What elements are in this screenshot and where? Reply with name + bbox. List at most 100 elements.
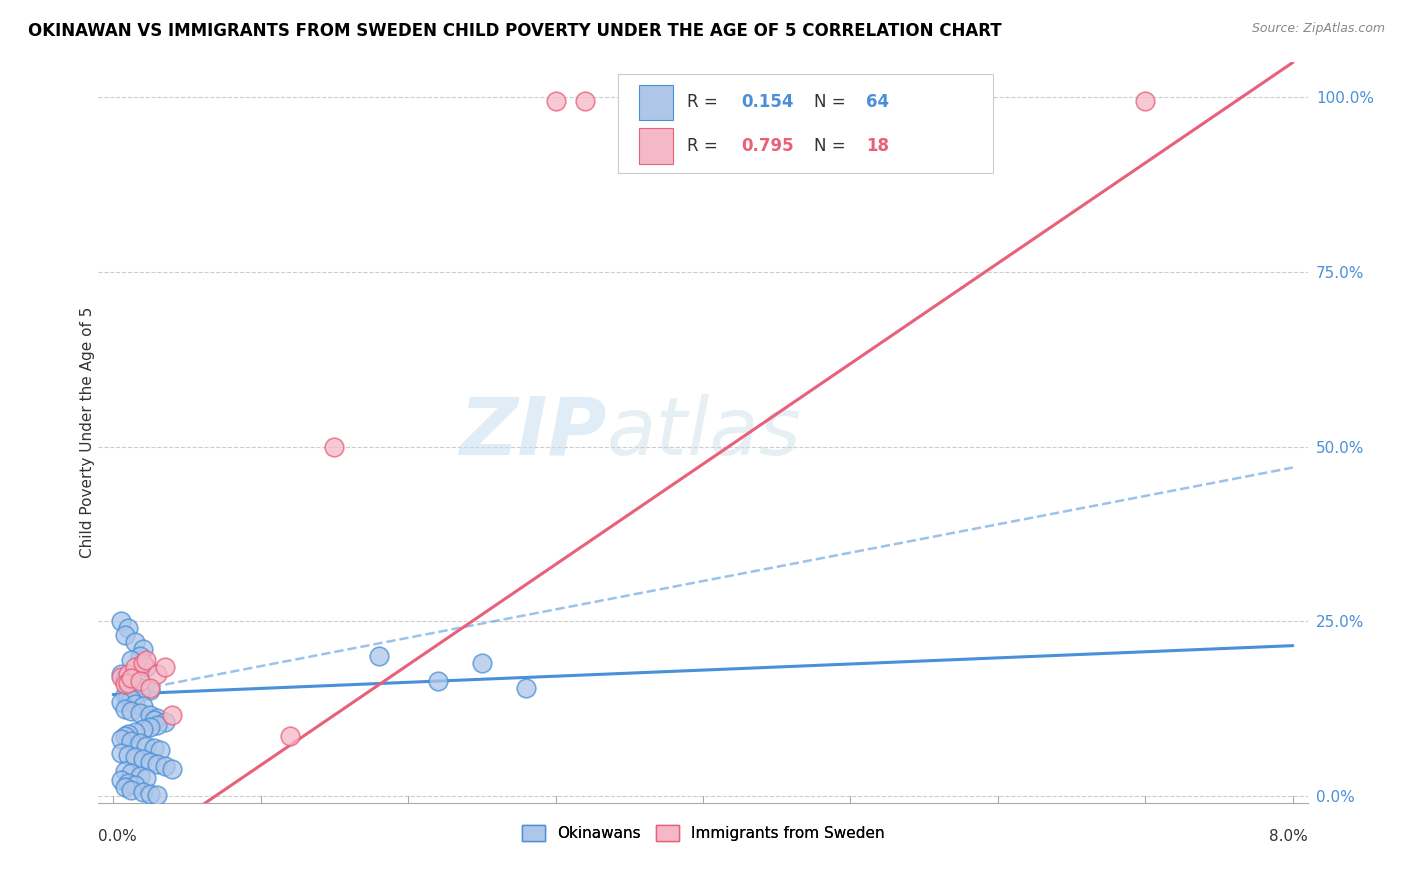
Text: Source: ZipAtlas.com: Source: ZipAtlas.com	[1251, 22, 1385, 36]
Point	[117, 666, 139, 681]
Point	[110, 746, 132, 760]
Point	[135, 659, 157, 673]
Point	[117, 621, 139, 635]
Point	[135, 652, 157, 666]
Point	[110, 773, 132, 788]
Point	[139, 720, 162, 734]
Point	[120, 734, 142, 748]
Point	[114, 730, 136, 744]
Point	[131, 642, 153, 657]
Point	[146, 788, 169, 802]
Point	[117, 727, 139, 741]
Text: 0.795: 0.795	[742, 137, 794, 155]
Point	[139, 756, 162, 770]
Text: 0.0%: 0.0%	[98, 829, 138, 844]
Point	[114, 764, 136, 779]
Text: 8.0%: 8.0%	[1268, 829, 1308, 844]
Point	[114, 628, 136, 642]
Point	[128, 769, 150, 783]
Point	[117, 675, 139, 690]
Point	[131, 681, 153, 695]
Legend: Okinawans, Immigrants from Sweden: Okinawans, Immigrants from Sweden	[516, 819, 890, 847]
Point	[471, 656, 494, 670]
Point	[110, 614, 132, 628]
Point	[135, 739, 157, 753]
Point	[114, 780, 136, 795]
Point	[110, 666, 132, 681]
Point	[160, 708, 183, 723]
Point	[117, 776, 139, 790]
FancyBboxPatch shape	[638, 85, 673, 120]
FancyBboxPatch shape	[638, 128, 673, 164]
Point	[128, 673, 150, 688]
Point	[128, 736, 150, 750]
Point	[120, 783, 142, 797]
Text: 18: 18	[866, 137, 889, 155]
Point	[128, 706, 150, 721]
Point	[120, 692, 142, 706]
Point	[131, 723, 153, 737]
Point	[139, 788, 162, 802]
Point	[153, 659, 176, 673]
Point	[135, 772, 157, 786]
Point	[146, 757, 169, 772]
Point	[124, 678, 146, 692]
Point	[124, 724, 146, 739]
Point	[153, 715, 176, 730]
Point	[120, 652, 142, 666]
Point	[114, 688, 136, 702]
Point	[426, 673, 449, 688]
Point	[117, 690, 139, 704]
Point	[117, 748, 139, 763]
Point	[143, 714, 166, 728]
Point	[131, 656, 153, 670]
Point	[120, 766, 142, 780]
Text: atlas: atlas	[606, 393, 801, 472]
Point	[153, 759, 176, 773]
Y-axis label: Child Poverty Under the Age of 5: Child Poverty Under the Age of 5	[80, 307, 94, 558]
Point	[131, 785, 153, 799]
Text: R =: R =	[688, 137, 723, 155]
Point	[515, 681, 537, 695]
Point	[128, 685, 150, 699]
Point	[131, 752, 153, 766]
Text: R =: R =	[688, 94, 723, 112]
Point	[124, 750, 146, 764]
Point	[114, 672, 136, 686]
FancyBboxPatch shape	[619, 73, 993, 173]
Point	[139, 708, 162, 723]
Point	[124, 635, 146, 649]
Point	[1135, 94, 1157, 108]
Text: N =: N =	[814, 94, 851, 112]
Point	[110, 731, 132, 746]
Point	[128, 649, 150, 664]
Point	[124, 778, 146, 792]
Point	[120, 672, 142, 686]
Point	[278, 730, 301, 744]
Point	[131, 699, 153, 714]
Point	[146, 666, 169, 681]
Text: ZIP: ZIP	[458, 393, 606, 472]
Text: OKINAWAN VS IMMIGRANTS FROM SWEDEN CHILD POVERTY UNDER THE AGE OF 5 CORRELATION : OKINAWAN VS IMMIGRANTS FROM SWEDEN CHILD…	[28, 22, 1001, 40]
Point	[139, 681, 162, 695]
Point	[120, 704, 142, 718]
Point	[149, 743, 172, 757]
Point	[124, 659, 146, 673]
Point	[117, 675, 139, 690]
Point	[139, 682, 162, 697]
Point	[110, 670, 132, 684]
Point	[110, 694, 132, 708]
Point	[146, 717, 169, 731]
Point	[544, 94, 567, 108]
Point	[574, 94, 596, 108]
Text: N =: N =	[814, 137, 851, 155]
Point	[143, 741, 166, 756]
Point	[114, 701, 136, 715]
Text: 64: 64	[866, 94, 890, 112]
Point	[124, 697, 146, 711]
Point	[146, 710, 169, 724]
Point	[160, 762, 183, 776]
Point	[114, 677, 136, 691]
Point	[367, 649, 389, 664]
Point	[323, 440, 346, 454]
